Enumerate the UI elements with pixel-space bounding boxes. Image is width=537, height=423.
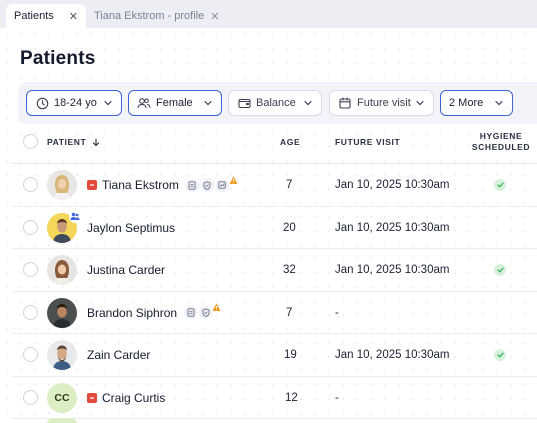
filter-label: 2 More	[449, 97, 484, 109]
check-icon	[494, 179, 506, 191]
clock-icon	[35, 96, 49, 110]
table-row[interactable]: Tiana Ekstrom 7 Jan 10, 2025 10:30am	[12, 164, 537, 207]
family-icon	[69, 210, 81, 223]
future-visit-cell: Jan 10, 2025 10:30am	[335, 349, 450, 361]
wallet-icon	[237, 96, 251, 110]
age-cell: 20	[283, 221, 296, 234]
row-checkbox[interactable]	[23, 177, 38, 192]
shield-check-icon[interactable]	[199, 306, 213, 319]
filter-gender[interactable]: Female	[128, 90, 222, 116]
filter-bar: 18-24 yo Female Balance	[18, 82, 537, 124]
tab-label: Patients	[14, 10, 54, 22]
patient-name-cell: Jaylon Septimus	[87, 207, 175, 249]
close-icon[interactable]: ✕	[68, 10, 78, 23]
warning-icon	[229, 172, 238, 184]
table-row[interactable]: Brandon Siphron 7 -	[12, 292, 537, 334]
warning-icon	[212, 299, 221, 311]
table-row[interactable]: Justina Carder 32 Jan 10, 2025 10:30am	[12, 249, 537, 292]
avatar	[47, 340, 77, 370]
patient-name[interactable]: Tiana Ekstrom	[102, 178, 179, 192]
row-checkbox[interactable]	[23, 389, 38, 405]
document-icon[interactable]	[184, 306, 198, 319]
future-visit-cell: -	[335, 391, 339, 404]
document-icon[interactable]	[185, 178, 199, 192]
tab-label: Tiana Ekstrom - profile	[94, 10, 205, 22]
patient-name[interactable]: Zain Carder	[87, 348, 151, 362]
filter-label: 18-24 yo	[54, 97, 97, 109]
column-header-age[interactable]: AGE	[280, 137, 301, 147]
patient-name-cell: Craig Curtis	[87, 377, 165, 419]
alert-flag-icon	[87, 392, 97, 403]
table-header: PATIENT AGE FUTURE VISIT HYGIENE SCHEDUL…	[12, 128, 537, 164]
tab-bar: Patients ✕ Tiana Ekstrom - profile ✕	[0, 0, 537, 32]
avatar	[47, 297, 77, 328]
tab-patient-profile[interactable]: Tiana Ekstrom - profile ✕	[86, 4, 220, 28]
filter-future-visit[interactable]: Future visit	[329, 90, 434, 116]
avatar: CC	[47, 382, 77, 413]
patient-name[interactable]: Craig Curtis	[102, 390, 166, 405]
column-header-patient[interactable]: PATIENT	[47, 137, 100, 147]
chevron-down-icon	[303, 98, 313, 108]
age-cell: 7	[286, 306, 293, 319]
check-icon	[494, 349, 506, 361]
future-visit-cell: Jan 10, 2025 10:30am	[335, 264, 450, 276]
filter-label: Future visit	[357, 97, 411, 109]
column-header-future-visit[interactable]: FUTURE VISIT	[335, 137, 401, 147]
filter-balance[interactable]: Balance	[228, 90, 322, 116]
filter-label: Balance	[256, 97, 296, 109]
avatar	[47, 212, 77, 243]
table-row[interactable]: Jaylon Septimus 20 Jan 10, 2025 10:30am	[12, 207, 537, 249]
shield-check-icon[interactable]	[200, 178, 214, 192]
close-icon[interactable]: ✕	[210, 10, 220, 23]
patient-name-cell: Zain Carder	[87, 334, 150, 376]
age-cell: 12	[285, 391, 298, 404]
column-header-label: HYGIENE	[479, 131, 523, 141]
check-icon	[494, 264, 506, 276]
alert-flag-icon	[87, 180, 97, 190]
row-checkbox[interactable]	[23, 304, 38, 320]
age-cell: 32	[283, 264, 296, 276]
patient-name-cell: Brandon Siphron	[87, 292, 221, 334]
chart-icon[interactable]	[215, 178, 229, 192]
chevron-down-icon	[203, 98, 213, 108]
row-checkbox[interactable]	[23, 347, 38, 362]
document-status-icons	[184, 303, 221, 319]
document-status-icons	[185, 176, 238, 192]
chevron-down-icon	[415, 98, 425, 108]
select-all-checkbox[interactable]	[23, 134, 38, 149]
chevron-down-icon	[494, 98, 504, 108]
patient-name-cell: Tiana Ekstrom	[87, 164, 238, 206]
page-title: Patients	[20, 48, 96, 69]
table-row[interactable]: CC Craig Curtis 12 -	[12, 377, 537, 419]
filter-label: Female	[156, 97, 193, 109]
age-cell: 19	[284, 349, 297, 361]
future-visit-cell: -	[335, 306, 339, 319]
tab-patients[interactable]: Patients ✕	[6, 4, 86, 28]
future-visit-cell: Jan 10, 2025 10:30am	[335, 221, 450, 234]
future-visit-cell: Jan 10, 2025 10:30am	[335, 179, 450, 191]
users-icon	[137, 96, 151, 110]
column-header-label: SCHEDULED	[471, 142, 531, 152]
patient-name[interactable]: Jaylon Septimus	[87, 220, 176, 235]
patient-name-cell: Justina Carder	[87, 249, 165, 291]
row-checkbox[interactable]	[23, 219, 38, 235]
age-cell: 7	[286, 179, 293, 191]
chevron-down-icon	[103, 98, 113, 108]
row-checkbox[interactable]	[23, 262, 38, 277]
filter-more[interactable]: 2 More	[440, 90, 513, 116]
filter-age[interactable]: 18-24 yo	[26, 90, 122, 116]
patient-name[interactable]: Justina Carder	[87, 263, 166, 277]
avatar	[47, 418, 77, 423]
table-row[interactable]: Zain Carder 19 Jan 10, 2025 10:30am	[12, 334, 537, 377]
table-row[interactable]	[12, 418, 537, 423]
avatar	[47, 170, 77, 200]
calendar-icon	[338, 96, 352, 110]
column-header-label: PATIENT	[47, 137, 87, 147]
avatar	[47, 255, 77, 285]
main-panel: Patients 18-24 yo Female Balance	[0, 28, 537, 423]
patient-name[interactable]: Brandon Siphron	[87, 305, 178, 320]
column-header-hygiene-scheduled[interactable]: HYGIENE SCHEDULED	[468, 131, 534, 153]
arrow-down-icon	[92, 137, 100, 147]
